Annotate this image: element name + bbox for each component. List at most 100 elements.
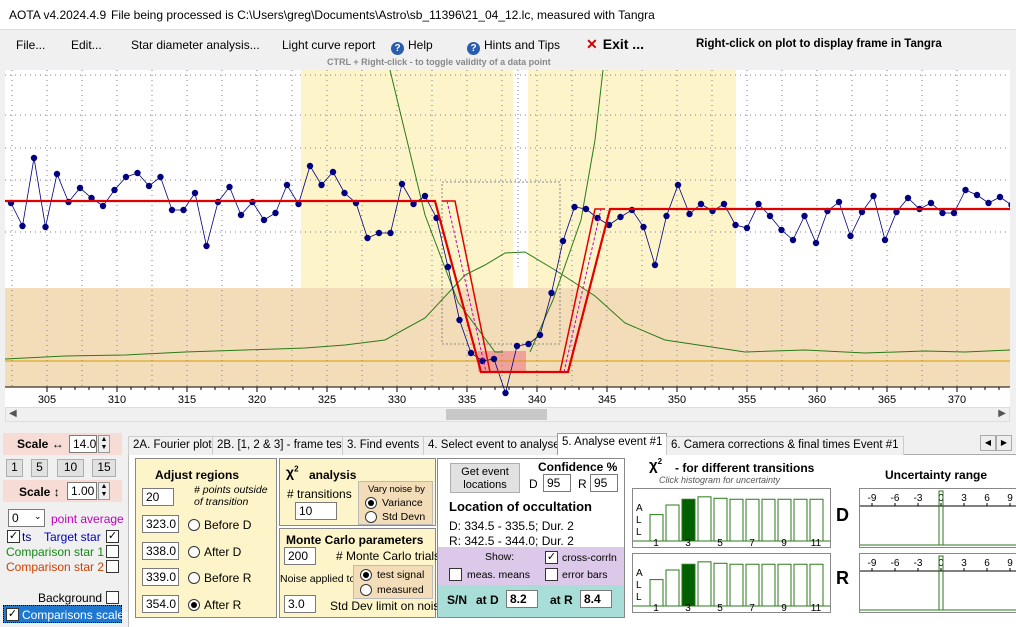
scale-5-button[interactable]: 5 bbox=[31, 459, 48, 477]
scroll-thumb[interactable] bbox=[446, 409, 547, 420]
comparisons-scaled-row[interactable]: ✓ Comparisons scaled bbox=[3, 605, 131, 623]
hist-tick-label: 11 bbox=[811, 603, 822, 612]
x-tick-label: 360 bbox=[808, 394, 826, 406]
data-point bbox=[548, 289, 555, 297]
measured-radio[interactable] bbox=[360, 584, 372, 596]
unc-tick-label: 3 bbox=[961, 558, 967, 569]
comp2-checkbox[interactable] bbox=[106, 560, 119, 573]
point-average-select[interactable] bbox=[8, 509, 45, 527]
light-curve-plot[interactable]: 305 310 315 320 325 330 335 340 345 350 355 360 365 3… bbox=[4, 69, 1015, 407]
data-point bbox=[893, 208, 900, 216]
transitions-input[interactable] bbox=[295, 502, 337, 520]
menu-file[interactable]: File... bbox=[16, 38, 46, 52]
menu-help-label: Help bbox=[408, 38, 433, 52]
background-checkbox[interactable] bbox=[106, 591, 119, 604]
data-point bbox=[950, 209, 958, 217]
before-r-input[interactable] bbox=[142, 568, 179, 586]
r-histogram[interactable]: A L L 1 3 5 7 9 11 bbox=[632, 553, 831, 614]
menu-star-diameter[interactable]: Star diameter analysis... bbox=[131, 38, 260, 52]
data-point bbox=[513, 342, 521, 350]
target-star-checkbox[interactable]: ✓ bbox=[106, 530, 119, 543]
after-r-radio[interactable] bbox=[188, 599, 200, 611]
scale-v-spinner[interactable]: ▲ ▼ bbox=[98, 482, 110, 500]
mc-trials-input[interactable] bbox=[284, 547, 316, 565]
data-point bbox=[732, 221, 739, 229]
confidence-d-input[interactable] bbox=[543, 474, 571, 492]
menu-light-curve-report[interactable]: Light curve report bbox=[282, 38, 376, 52]
x-tick-label: 325 bbox=[318, 394, 336, 406]
before-d-input[interactable] bbox=[142, 515, 179, 533]
points-outside-input[interactable] bbox=[142, 488, 174, 506]
plot-scrollbar[interactable]: ◀ ▶ bbox=[5, 407, 1010, 422]
cross-corr-checkbox[interactable]: ✓ bbox=[545, 551, 558, 564]
data-point bbox=[835, 198, 843, 206]
d-uncertainty-svg: -9 -6 -3 0 3 6 9 bbox=[860, 490, 1016, 546]
tab-find-events[interactable]: 3. Find events bbox=[342, 436, 425, 455]
histograms-title: - for different transitions bbox=[675, 461, 815, 475]
tab-select-event[interactable]: 4. Select event to analyse bbox=[423, 436, 565, 455]
scale-h-spinner[interactable]: ▲ ▼ bbox=[98, 435, 110, 453]
data-point bbox=[559, 237, 567, 245]
confidence-r-input[interactable] bbox=[590, 474, 618, 492]
test-signal-radio[interactable] bbox=[360, 569, 372, 581]
tab-camera-corrections[interactable]: 6. Camera corrections & final times Even… bbox=[666, 436, 904, 455]
location-d-line: D: 334.5 - 335.5; Dur. 2 bbox=[449, 519, 574, 533]
hist-bar bbox=[745, 563, 760, 607]
tab-scroll-right-icon[interactable]: ▶ bbox=[996, 435, 1012, 451]
scale-1-button[interactable]: 1 bbox=[6, 459, 23, 477]
data-point bbox=[973, 191, 981, 199]
sn-at-r-label: at R bbox=[550, 593, 573, 607]
data-point bbox=[145, 182, 153, 190]
before-r-radio[interactable] bbox=[188, 572, 200, 584]
scale-10-button[interactable]: 10 bbox=[57, 459, 84, 477]
light-curve-svg[interactable]: 305 310 315 320 325 330 335 340 345 350 355 360 365 3… bbox=[4, 69, 1015, 407]
comp1-checkbox[interactable] bbox=[106, 545, 119, 558]
get-event-locations-button[interactable]: Get event locations bbox=[450, 463, 520, 493]
model-r-edge-band bbox=[559, 208, 605, 373]
points-checkbox[interactable]: ✓ bbox=[7, 530, 20, 543]
hints-icon: ? bbox=[467, 42, 480, 55]
scale-v-input[interactable] bbox=[67, 482, 97, 500]
scroll-left-icon[interactable]: ◀ bbox=[9, 408, 17, 419]
std-dev-limit-input[interactable] bbox=[284, 595, 316, 613]
menu-help[interactable]: ? Help bbox=[391, 38, 433, 55]
tab-scroll-left-icon[interactable]: ◀ bbox=[980, 435, 996, 451]
menu-exit[interactable]: ✕ Exit ... bbox=[586, 36, 644, 53]
tab-analyse-event[interactable]: 5. Analyse event #1 bbox=[557, 433, 668, 456]
scale-15-button[interactable]: 15 bbox=[92, 459, 116, 477]
data-point bbox=[755, 200, 762, 208]
target-star-label: Target star bbox=[44, 530, 101, 544]
scroll-right-icon[interactable]: ▶ bbox=[998, 408, 1006, 419]
location-heading: Location of occultation bbox=[449, 499, 592, 514]
x-tick-label: 315 bbox=[178, 394, 196, 406]
tab-fourier[interactable]: 2A. Fourier plot bbox=[128, 436, 217, 455]
transitions-label: # transitions bbox=[287, 487, 352, 501]
comparisons-scaled-checkbox[interactable]: ✓ bbox=[6, 608, 19, 621]
data-point bbox=[743, 224, 751, 232]
before-d-radio[interactable] bbox=[188, 519, 200, 531]
points-outside-label: # points outside of transition bbox=[194, 484, 268, 508]
after-r-input[interactable] bbox=[142, 595, 179, 613]
data-point bbox=[19, 222, 26, 230]
error-bars-checkbox[interactable] bbox=[545, 568, 558, 581]
after-d-radio[interactable] bbox=[188, 546, 200, 558]
menu-hints[interactable]: ? Hints and Tips bbox=[467, 38, 560, 55]
comp2-label: Comparison star 2 bbox=[6, 560, 105, 574]
hist-tick-label: 1 bbox=[653, 603, 659, 612]
x-tick-label: 355 bbox=[738, 394, 756, 406]
chevron-down-icon[interactable]: ⌄ bbox=[34, 511, 42, 521]
menu-edit[interactable]: Edit... bbox=[71, 38, 102, 52]
data-point bbox=[651, 261, 659, 269]
after-d-input[interactable] bbox=[142, 542, 179, 560]
tab-frame-test[interactable]: 2B. [1, 2 & 3] - frame test bbox=[212, 436, 350, 455]
variance-radio[interactable] bbox=[365, 497, 377, 509]
data-point bbox=[168, 206, 176, 214]
meas-means-checkbox[interactable] bbox=[449, 568, 462, 581]
d-histogram[interactable]: A L L 1 3 5 7 9 11 bbox=[632, 488, 831, 549]
data-point bbox=[617, 213, 624, 221]
hist-bar bbox=[713, 497, 728, 542]
std-devn-radio[interactable] bbox=[365, 511, 377, 523]
scale-h-input[interactable] bbox=[69, 435, 97, 453]
